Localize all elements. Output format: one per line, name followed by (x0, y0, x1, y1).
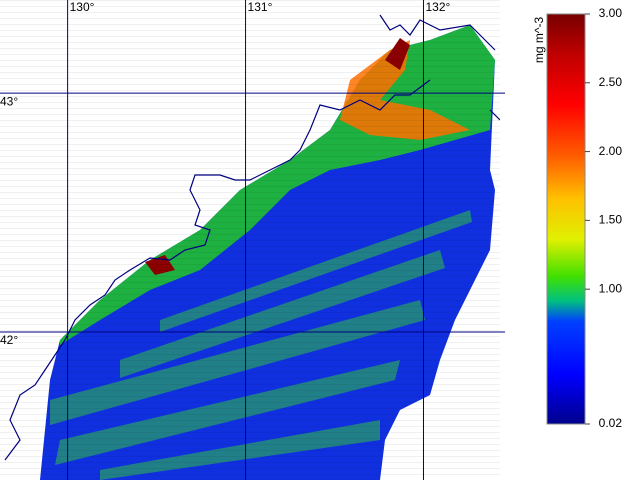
colorbar-tick-label: 1.00 (599, 281, 623, 295)
colorbar-tick-label: 1.50 (599, 213, 623, 227)
colorbar-tick-label: 0.02 (599, 416, 623, 430)
latitude-label: 43° (0, 94, 18, 108)
longitude-label: 131° (248, 0, 273, 14)
coastline (4, 14, 500, 461)
colorbar (546, 13, 586, 425)
colorbar-tick-label: 2.50 (599, 75, 623, 89)
colorbar-tick-label: 3.00 (599, 6, 623, 20)
colorbar-tick-label: 2.00 (599, 144, 623, 158)
swath-bands (0, 0, 500, 480)
colorbar-label: mg m^-3 (532, 17, 546, 64)
longitude-label: 130° (70, 0, 95, 14)
longitude-label: 132° (425, 0, 450, 14)
chlorophyll-field (0, 0, 500, 480)
latitude-label: 42° (0, 333, 18, 347)
